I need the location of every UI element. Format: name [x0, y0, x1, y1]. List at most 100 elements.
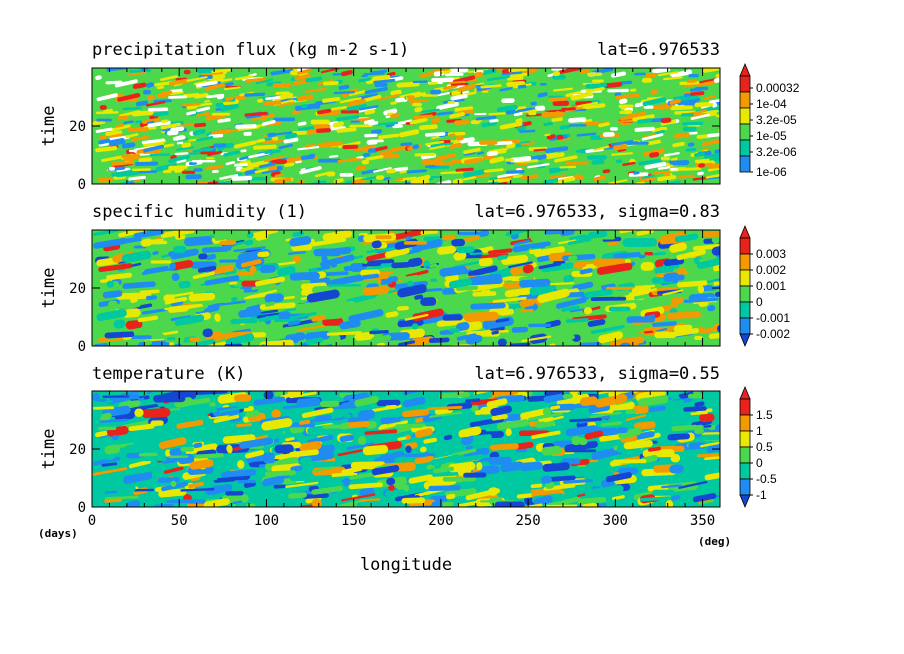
colorbar-segment [739, 75, 751, 93]
field-cell [333, 90, 355, 95]
field-cell [92, 456, 121, 466]
field-cell [486, 398, 508, 408]
field-cell [95, 127, 113, 134]
field-cell [114, 79, 138, 88]
y-tick-label: 0 [78, 177, 86, 193]
field-cell [180, 447, 195, 452]
field-cell [430, 454, 461, 466]
field-cell [274, 177, 292, 184]
field-cell [669, 242, 687, 253]
field-cell [371, 465, 400, 476]
field-cell [122, 107, 142, 111]
field-cell [404, 313, 429, 321]
field-cell [209, 401, 216, 407]
field-cell [390, 101, 397, 105]
field-cell [520, 408, 548, 420]
field-cell [385, 311, 399, 318]
field-cell [350, 120, 360, 123]
field-cell [634, 421, 656, 430]
field-cell [414, 455, 435, 465]
field-cell [620, 114, 644, 121]
field-cell [288, 251, 306, 255]
field-cell [360, 498, 381, 502]
colorbar-label: 3.2e-05 [756, 113, 797, 127]
field-cell [122, 281, 156, 289]
field-cell [171, 273, 180, 282]
field-cell [264, 293, 284, 304]
field-cell [436, 317, 470, 327]
field-cell [348, 482, 383, 490]
field-cell [132, 168, 151, 172]
field-cell [264, 149, 281, 155]
field-cell [97, 177, 114, 183]
field-cell [577, 391, 597, 395]
field-cell [654, 420, 676, 425]
field-cell [174, 134, 185, 141]
field-cell [362, 285, 390, 296]
field-cell [327, 284, 361, 287]
field-cell [670, 157, 678, 162]
field-cell [515, 448, 528, 453]
field-cell [400, 142, 413, 147]
field-cell [272, 83, 292, 88]
y-tick-label: 20 [69, 119, 86, 135]
field-cell [342, 144, 359, 150]
field-cell [376, 342, 386, 346]
field-cell [602, 169, 611, 174]
field-cell [518, 129, 536, 133]
field-cell [694, 158, 710, 164]
field-cell [513, 112, 523, 117]
field-cell [95, 146, 118, 153]
field-cell [98, 138, 111, 145]
field-cell [612, 459, 647, 464]
field-cell [135, 100, 149, 107]
field-cell [531, 430, 561, 440]
field-cell [163, 466, 184, 474]
field-cell [123, 153, 141, 161]
field-cell [98, 263, 133, 273]
field-cell [385, 404, 397, 410]
field-cell [168, 95, 187, 99]
field-cell [543, 121, 553, 127]
field-cell [636, 230, 654, 236]
field-cell [520, 308, 534, 313]
field-cell [168, 455, 189, 459]
field-cell [395, 423, 424, 429]
field-cell [195, 303, 220, 315]
field-cell [258, 314, 280, 322]
field-cell [583, 120, 599, 127]
field-cell [373, 78, 396, 85]
field-cell [398, 340, 416, 346]
field-cell [170, 126, 185, 133]
field-cell [554, 155, 578, 163]
field-cell [470, 404, 479, 413]
field-cell [568, 255, 578, 261]
field-cell [277, 265, 296, 277]
field-cell [569, 234, 587, 241]
field-cell [376, 271, 394, 275]
field-cell [541, 445, 562, 456]
field-cell [349, 124, 373, 128]
field-cell [195, 453, 224, 459]
colorbar-temperature: 1.5 1 0.5 0 -0.5 -1 [739, 385, 777, 509]
field-cell [185, 174, 202, 180]
field-cell [308, 153, 316, 159]
field-cell [696, 255, 720, 270]
field-cell [718, 450, 720, 455]
field-cell [128, 175, 146, 181]
field-cell [561, 107, 576, 111]
field-cell [363, 94, 382, 103]
field-cell [406, 169, 427, 174]
field-cell [565, 425, 598, 437]
field-cell [137, 397, 145, 401]
field-cell [657, 166, 671, 170]
field-cell [274, 444, 294, 454]
field-cell [142, 118, 161, 124]
field-cell [637, 395, 669, 407]
field-cell [451, 159, 464, 163]
colorbar-label: 0.002 [756, 263, 786, 277]
field-cell [367, 148, 378, 153]
field-cell [234, 140, 257, 149]
field-cell [436, 111, 454, 116]
x-tick-label: 150 [341, 513, 366, 529]
